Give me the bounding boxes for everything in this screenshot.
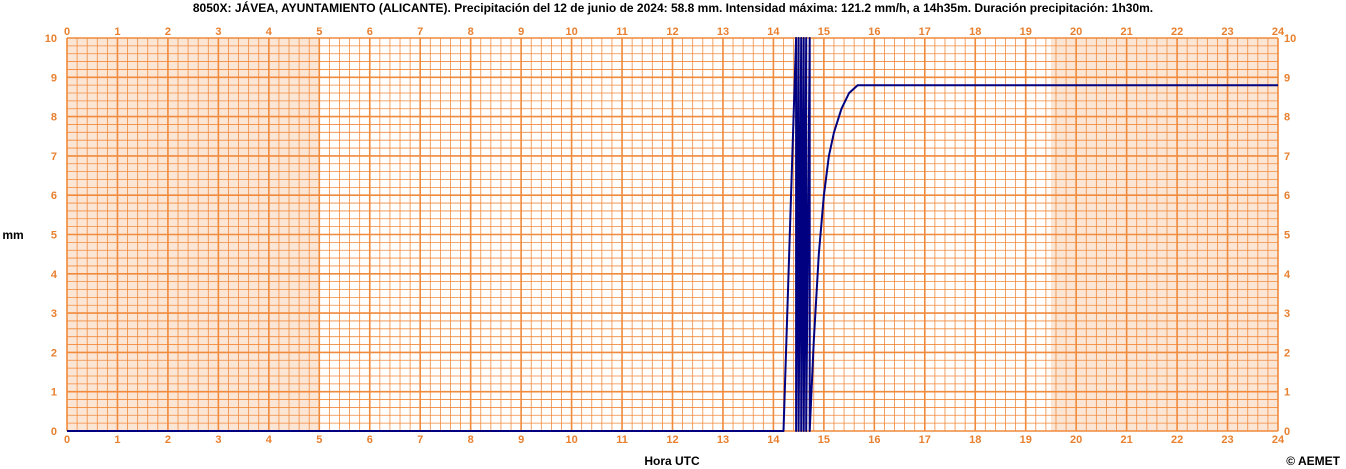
x-tick-label-top: 17: [919, 26, 931, 38]
y-tick-label-right: 7: [1284, 151, 1290, 163]
x-tick-label-top: 21: [1121, 26, 1133, 38]
y-tick-label-left: 3: [51, 308, 57, 320]
y-tick-label-left: 2: [51, 347, 57, 359]
y-tick-label-left: 9: [51, 72, 57, 84]
chart-title: 8050X: JÁVEA, AYUNTAMIENTO (ALICANTE). P…: [192, 1, 1154, 15]
x-tick-label-top: 1: [114, 26, 120, 38]
x-tick-label-top: 13: [717, 26, 729, 38]
y-tick-label-right: 1: [1284, 387, 1290, 399]
x-tick-label-bottom: 18: [969, 434, 981, 446]
x-tick-label-bottom: 5: [316, 434, 322, 446]
x-tick-label-top: 24: [1272, 26, 1285, 38]
x-tick-label-bottom: 12: [666, 434, 678, 446]
y-tick-label-right: 0: [1284, 426, 1290, 438]
x-tick-label-top: 4: [266, 26, 273, 38]
x-tick-label-bottom: 7: [417, 434, 423, 446]
x-tick-label-top: 11: [616, 26, 628, 38]
x-tick-label-bottom: 22: [1171, 434, 1183, 446]
x-tick-label-bottom: 19: [1020, 434, 1032, 446]
x-tick-label-bottom: 13: [717, 434, 729, 446]
x-tick-label-top: 10: [565, 26, 577, 38]
x-tick-label-top: 8: [468, 26, 474, 38]
y-tick-label-left: 1: [51, 387, 57, 399]
y-tick-label-right: 6: [1284, 190, 1290, 202]
x-tick-label-bottom: 4: [266, 434, 273, 446]
x-tick-label-top: 20: [1070, 26, 1082, 38]
y-tick-label-left: 4: [51, 269, 58, 281]
x-tick-label-top: 0: [64, 26, 70, 38]
x-tick-label-bottom: 17: [919, 434, 931, 446]
x-tick-label-bottom: 3: [215, 434, 221, 446]
x-tick-label-bottom: 15: [818, 434, 830, 446]
x-tick-label-top: 2: [165, 26, 171, 38]
x-tick-label-bottom: 14: [767, 434, 780, 446]
x-tick-label-top: 19: [1020, 26, 1032, 38]
x-tick-label-top: 12: [666, 26, 678, 38]
x-tick-label-bottom: 20: [1070, 434, 1082, 446]
x-tick-label-top: 18: [969, 26, 981, 38]
x-tick-label-bottom: 16: [868, 434, 880, 446]
x-tick-label-top: 14: [767, 26, 780, 38]
y-tick-label-left: 8: [51, 112, 57, 124]
x-tick-label-bottom: 8: [468, 434, 474, 446]
x-axis-label: Hora UTC: [644, 454, 700, 468]
y-tick-label-left: 10: [45, 33, 57, 45]
x-tick-label-bottom: 24: [1272, 434, 1285, 446]
y-tick-label-right: 8: [1284, 112, 1290, 124]
y-tick-label-left: 7: [51, 151, 57, 163]
x-tick-label-top: 6: [367, 26, 373, 38]
x-tick-label-top: 23: [1221, 26, 1233, 38]
y-tick-label-left: 0: [51, 426, 57, 438]
y-tick-label-right: 10: [1284, 33, 1296, 45]
x-tick-label-bottom: 9: [518, 434, 524, 446]
x-tick-label-top: 5: [316, 26, 322, 38]
x-tick-label-bottom: 11: [616, 434, 628, 446]
x-tick-label-bottom: 0: [64, 434, 70, 446]
x-tick-label-top: 7: [417, 26, 423, 38]
x-tick-label-bottom: 6: [367, 434, 373, 446]
x-tick-label-bottom: 1: [114, 434, 120, 446]
y-tick-label-right: 3: [1284, 308, 1290, 320]
x-tick-label-top: 15: [818, 26, 830, 38]
y-tick-label-left: 5: [51, 230, 57, 242]
aemet-credit: © AEMET: [1286, 454, 1340, 468]
y-tick-label-right: 5: [1284, 230, 1290, 242]
x-tick-label-top: 22: [1171, 26, 1183, 38]
precipitation-line: [67, 37, 1278, 432]
x-tick-label-bottom: 23: [1221, 434, 1233, 446]
y-axis-label: mm: [2, 228, 23, 242]
y-tick-label-left: 6: [51, 190, 57, 202]
x-tick-label-bottom: 21: [1121, 434, 1133, 446]
x-tick-label-top: 9: [518, 26, 524, 38]
y-tick-label-right: 2: [1284, 347, 1290, 359]
y-tick-label-right: 9: [1284, 72, 1290, 84]
x-tick-label-top: 3: [215, 26, 221, 38]
x-tick-label-bottom: 2: [165, 434, 171, 446]
y-tick-label-right: 4: [1284, 269, 1291, 281]
x-tick-label-top: 16: [868, 26, 880, 38]
x-tick-label-bottom: 10: [565, 434, 577, 446]
